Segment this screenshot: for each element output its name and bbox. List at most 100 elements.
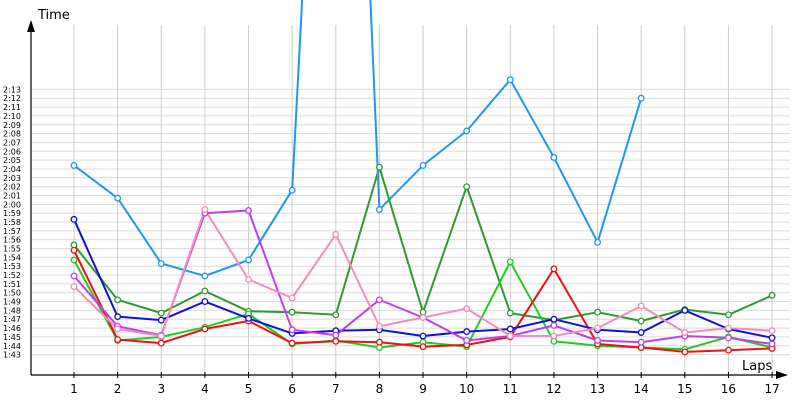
- data-point: [70, 272, 78, 280]
- x-tick-label: 8: [376, 382, 384, 396]
- x-tick-label: 6: [288, 382, 296, 396]
- y-tick-labels: 1:431:441:451:461:471:481:491:501:511:52…: [3, 85, 21, 359]
- data-point: [681, 329, 689, 336]
- y-tick-label: 2:10: [3, 112, 21, 121]
- y-tick-label: 2:08: [3, 130, 21, 139]
- y-tick-label: 1:45: [3, 333, 21, 342]
- data-point: [70, 256, 78, 264]
- data-point: [114, 336, 122, 344]
- y-tick-label: 2:13: [3, 85, 21, 94]
- series-markers: [70, 76, 776, 356]
- x-tick-label: 3: [157, 382, 165, 396]
- data-point: [288, 186, 296, 194]
- x-axis-arrow: [776, 371, 788, 379]
- data-point: [157, 316, 165, 324]
- data-point: [725, 346, 732, 354]
- y-tick-label: 1:54: [3, 253, 21, 262]
- x-tick-label: 16: [721, 382, 736, 396]
- data-point: [332, 230, 340, 238]
- data-point: [506, 76, 514, 84]
- data-point: [594, 238, 602, 246]
- y-tick-label: 2:01: [3, 191, 21, 200]
- x-tick-label: 9: [419, 382, 427, 396]
- data-point: [245, 207, 252, 214]
- data-point: [201, 206, 209, 214]
- y-tick-label: 1:50: [3, 289, 21, 298]
- data-point: [70, 246, 78, 254]
- y-tick-label: 2:09: [3, 121, 21, 130]
- data-point: [375, 296, 383, 304]
- y-tick-label: 1:59: [3, 209, 21, 218]
- data-point: [288, 308, 296, 316]
- y-tick-label: 2:06: [3, 147, 21, 156]
- y-tick-label: 1:51: [3, 280, 21, 289]
- y-tick-label: 2:11: [3, 103, 21, 112]
- data-point: [332, 337, 340, 345]
- data-point: [157, 339, 165, 347]
- data-point: [681, 306, 689, 314]
- data-point: [463, 183, 471, 191]
- x-tick-label: 1: [70, 382, 78, 396]
- data-point: [288, 339, 296, 347]
- data-point: [114, 194, 122, 202]
- y-tick-label: 1:48: [3, 306, 21, 315]
- data-point: [550, 265, 558, 273]
- y-tick-label: 1:52: [3, 271, 21, 280]
- data-point: [245, 276, 252, 283]
- data-point: [506, 258, 514, 266]
- data-point: [637, 338, 645, 346]
- y-tick-label: 1:55: [3, 245, 21, 254]
- y-tick-label: 2:05: [3, 156, 21, 165]
- y-tick-label: 1:58: [3, 218, 21, 227]
- y-tick-label: 2:12: [3, 94, 21, 103]
- grid: [31, 25, 790, 375]
- x-tick-label: 12: [546, 382, 561, 396]
- x-tick-label: 14: [634, 382, 649, 396]
- data-point: [637, 317, 645, 325]
- data-point: [506, 309, 514, 317]
- series-line-offscale-up: [291, 0, 304, 191]
- series-line-offscale-down: [369, 0, 381, 210]
- y-axis-title: Time: [37, 8, 70, 23]
- data-point: [506, 325, 514, 333]
- data-point: [70, 215, 78, 223]
- data-point: [201, 325, 209, 333]
- data-point: [288, 294, 296, 302]
- data-point: [637, 94, 645, 102]
- data-point: [375, 322, 383, 330]
- data-point: [375, 338, 383, 346]
- data-point: [637, 329, 645, 336]
- series-line-1: [73, 164, 293, 277]
- y-tick-label: 2:04: [3, 165, 21, 174]
- axes: [27, 20, 788, 379]
- y-axis-arrow: [27, 20, 35, 32]
- y-tick-label: 1:49: [3, 298, 21, 307]
- data-point: [463, 337, 471, 344]
- data-point: [463, 127, 471, 135]
- data-point: [201, 287, 209, 295]
- data-point: [114, 296, 122, 304]
- data-point: [70, 161, 78, 169]
- data-point: [419, 314, 427, 321]
- data-point: [245, 256, 252, 264]
- data-point: [550, 321, 558, 329]
- x-axis-title: Laps: [742, 359, 772, 374]
- data-point: [725, 311, 732, 319]
- x-tick-label: 17: [764, 382, 779, 396]
- data-point: [419, 332, 427, 340]
- x-tick-label: 10: [459, 382, 474, 396]
- data-point: [201, 298, 209, 306]
- data-point: [637, 302, 645, 310]
- y-tick-label: 1:57: [3, 227, 21, 236]
- data-point: [332, 311, 340, 319]
- y-tick-label: 2:00: [3, 200, 21, 209]
- y-tick-label: 1:53: [3, 262, 21, 271]
- data-point: [550, 315, 558, 323]
- data-point: [70, 283, 78, 290]
- data-point: [375, 206, 383, 214]
- data-point: [768, 334, 776, 342]
- data-point: [375, 163, 383, 171]
- y-tick-label: 2:03: [3, 174, 21, 183]
